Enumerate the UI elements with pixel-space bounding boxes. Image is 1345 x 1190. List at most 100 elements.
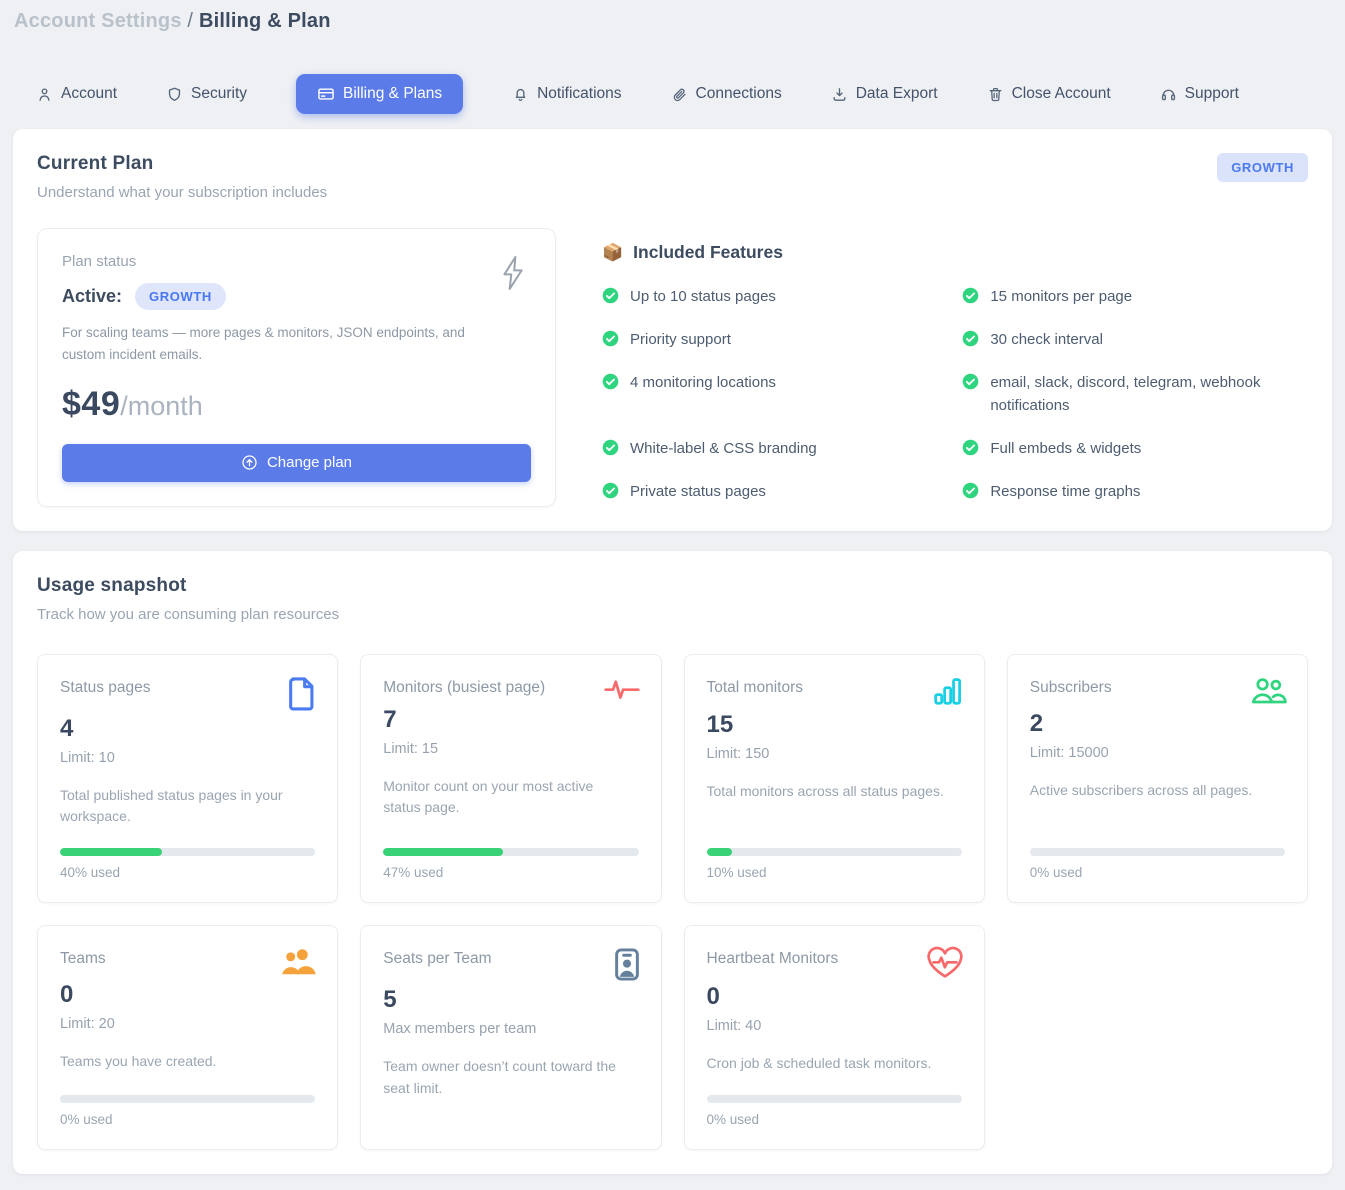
usage-card-title: Seats per Team: [383, 949, 492, 967]
download-icon: [831, 86, 848, 103]
usage-card-total-monitors: Total monitors 15 Limit: 150 Total monitors…: [683, 653, 985, 903]
tab-label: Connections: [695, 85, 782, 102]
usage-card-limit: Limit: 150: [706, 745, 770, 762]
feature-label: White-label & CSS branding: [630, 439, 817, 457]
usage-snapshot-subtitle: Track how you are consuming plan resourc…: [37, 605, 340, 623]
usage-card-value: 5: [383, 985, 397, 1013]
check-circle-icon: [602, 373, 619, 390]
usage-card-description: Team owner doesn’t count toward the seat…: [383, 1057, 616, 1096]
heart-pulse-icon: [926, 946, 964, 980]
usage-progress: 0% used: [706, 1075, 962, 1127]
current-plan-subtitle: Understand what your subscription includ…: [37, 184, 328, 201]
usage-percent-label: 47% used: [383, 864, 444, 880]
breadcrumb-section[interactable]: Account Settings: [14, 10, 182, 32]
tab-close-account[interactable]: Close Account: [987, 85, 1111, 103]
feature-label: Up to 10 status pages: [630, 288, 776, 305]
progress-fill: [383, 847, 504, 856]
usage-card-limit: Limit: 40: [706, 1017, 762, 1034]
tab-data-export[interactable]: Data Export: [831, 85, 938, 103]
plan-price-period: /month: [120, 390, 203, 421]
feature-item: email, slack, discord, telegram, webhook…: [962, 372, 1308, 416]
tab-billing-plans[interactable]: Billing & Plans: [296, 74, 464, 114]
progress-track: [706, 847, 962, 856]
usage-card-description: Cron job & scheduled task monitors.: [706, 1054, 932, 1071]
usage-card-value: 15: [706, 710, 734, 738]
progress-track: [60, 847, 316, 856]
usage-card-teams: Teams 0 Limit: 20 Teams you have created. 0%…: [37, 924, 339, 1150]
shield-icon: [166, 86, 183, 103]
usage-card-value: 4: [60, 714, 74, 742]
usage-card-seats-per-team: Seats per Team 5 Max members per team Team …: [360, 924, 662, 1150]
change-plan-button[interactable]: Change plan: [62, 443, 531, 482]
included-features: 📦 Included Features Up to 10 status page…: [602, 228, 1308, 507]
bell-icon: [512, 86, 529, 103]
usage-card-limit: Limit: 10: [60, 749, 115, 766]
plan-price-amount: $49: [62, 384, 121, 423]
tab-label: Account: [61, 85, 118, 102]
check-circle-icon: [962, 373, 979, 390]
usage-card-description: Active subscribers across all pages.: [1029, 781, 1253, 798]
usage-card-subscribers: Subscribers 2 Limit: 15000 Active subscribe…: [1006, 653, 1308, 903]
usage-percent-label: 0% used: [60, 1111, 113, 1127]
features-grid: Up to 10 status pages 15 monitors per pag…: [602, 286, 1308, 503]
tab-label: Security: [191, 85, 248, 102]
feature-label: Full embeds & widgets: [990, 439, 1142, 457]
usage-percent-label: 0% used: [706, 1111, 760, 1127]
usage-snapshot-title: Usage snapshot: [37, 574, 187, 596]
breadcrumb-separator: /: [187, 10, 194, 32]
feature-label: 30 check interval: [990, 331, 1103, 349]
credit-card-icon: [317, 85, 335, 103]
check-circle-icon: [962, 287, 979, 304]
usage-card-title: Monitors (busiest page): [383, 678, 546, 696]
tab-label: Billing & Plans: [343, 85, 443, 102]
check-circle-icon: [602, 287, 619, 304]
tab-label: Notifications: [537, 85, 622, 102]
usage-card-status-pages: Status pages 4 Limit: 10 Total published st…: [37, 653, 339, 903]
plan-tier-badge: GROWTH: [1217, 153, 1308, 182]
pulse-icon: [603, 675, 641, 703]
usage-snapshot-section: Usage snapshot Track how you are consumi…: [13, 550, 1332, 1174]
feature-label: email, slack, discord, telegram, webhook…: [990, 374, 1261, 414]
usage-card-value: 2: [1029, 709, 1044, 737]
usage-progress: 47% used: [383, 828, 639, 880]
check-circle-icon: [962, 439, 979, 456]
usage-card-monitors-busiest-page: Monitors (busiest page) 7 Limit: 15 Monitor…: [360, 653, 662, 903]
tab-label: Data Export: [855, 85, 938, 102]
usage-progress: 10% used: [706, 828, 962, 880]
feature-item: Up to 10 status pages: [602, 286, 934, 308]
tab-notifications[interactable]: Notifications: [512, 85, 622, 103]
feature-item: 15 monitors per page: [962, 286, 1308, 308]
tab-account[interactable]: Account: [36, 85, 117, 103]
breadcrumb: Account Settings / Billing & Plan: [13, 10, 1332, 33]
check-circle-icon: [962, 482, 979, 499]
change-plan-label: Change plan: [266, 454, 353, 472]
usage-progress: 0% used: [1029, 828, 1285, 880]
id-badge-icon: [613, 946, 641, 983]
feature-item: 4 monitoring locations: [602, 372, 934, 416]
feature-label: 15 monitors per page: [990, 288, 1133, 305]
people-outline-icon: [1249, 675, 1287, 707]
usage-progress: 0% used: [60, 1075, 316, 1127]
plan-description: For scaling teams — more pages & monitor…: [62, 325, 465, 363]
feature-label: 4 monitoring locations: [630, 374, 776, 392]
plan-status-value: Active:: [62, 286, 123, 306]
tab-support[interactable]: Support: [1160, 85, 1239, 103]
usage-card-title: Heartbeat Monitors: [706, 949, 839, 967]
current-plan-title: Current Plan: [37, 153, 154, 174]
usage-card-limit: Limit: 15000: [1029, 744, 1109, 761]
lightning-bolt-icon: [497, 253, 529, 298]
feature-label: Response time graphs: [990, 482, 1141, 500]
usage-card-value: 0: [706, 982, 720, 1010]
plan-status-badge: GROWTH: [135, 283, 226, 310]
feature-item: Response time graphs: [962, 481, 1308, 503]
trash-icon: [987, 86, 1004, 103]
usage-percent-label: 10% used: [706, 864, 767, 880]
usage-percent-label: 0% used: [1029, 864, 1083, 880]
tab-connections[interactable]: Connections: [671, 85, 782, 103]
link-icon: [671, 86, 688, 103]
plan-price: $49 /month: [62, 385, 531, 424]
feature-item: White-label & CSS branding: [602, 438, 934, 460]
tab-security[interactable]: Security: [166, 85, 247, 103]
feature-item: 30 check interval: [962, 329, 1308, 351]
